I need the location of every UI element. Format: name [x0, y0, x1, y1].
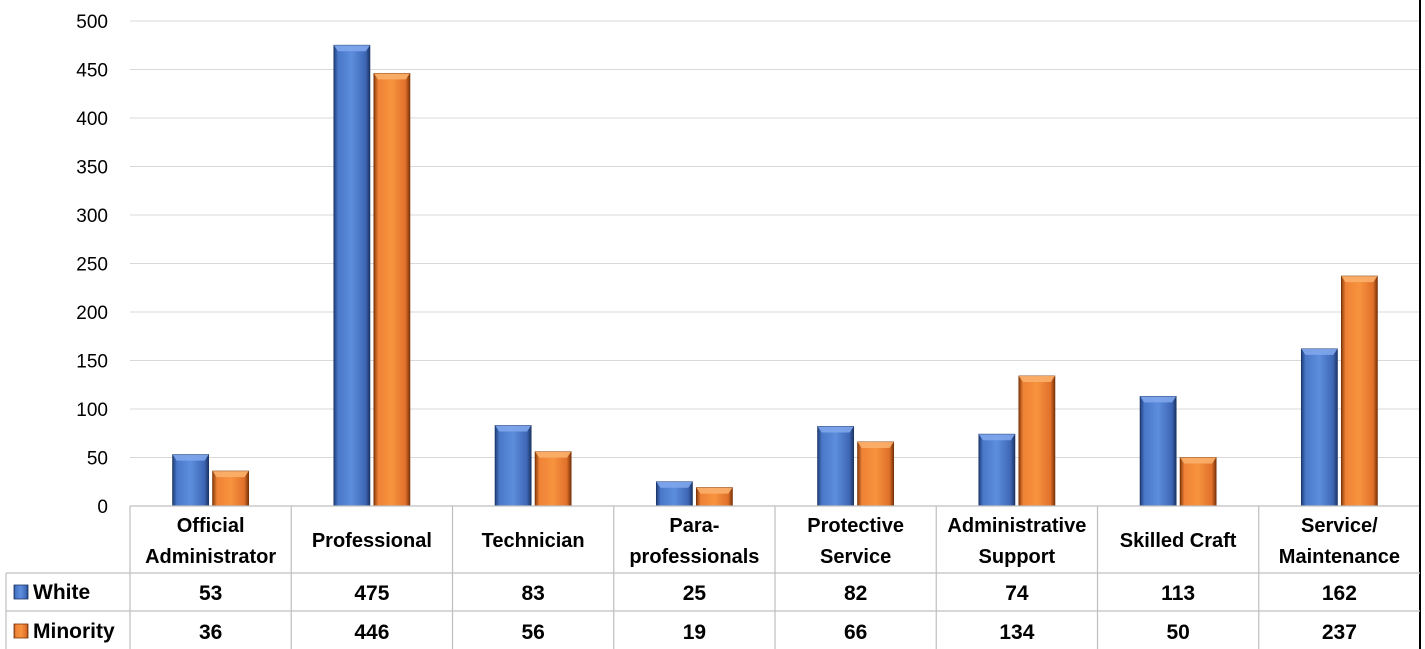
y-tick-label: 50: [87, 449, 108, 470]
bar-white: [494, 425, 532, 507]
bar-white: [172, 454, 210, 507]
bar-white: [333, 44, 371, 507]
table-cell-minority: 56: [521, 621, 544, 644]
table-cell-white: 475: [354, 582, 389, 605]
bar-minority: [1018, 375, 1056, 507]
bar-minority: [695, 487, 733, 507]
table-cell-minority: 237: [1322, 621, 1357, 644]
table-cell-minority: 66: [844, 621, 867, 644]
category-label: Para-professionals: [629, 515, 759, 568]
y-tick-label: 0: [97, 497, 108, 518]
table-cell-minority: 19: [683, 621, 706, 644]
y-tick-label: 400: [76, 109, 108, 130]
y-tick-label: 100: [76, 400, 108, 421]
legend-label: White: [33, 581, 90, 604]
bar-minority: [212, 470, 250, 507]
y-tick-label: 250: [76, 255, 108, 276]
y-tick-label: 150: [76, 352, 108, 373]
table-cell-white: 83: [521, 582, 544, 605]
table-cell-minority: 446: [354, 621, 389, 644]
category-label: Professional: [312, 530, 432, 552]
bar-white: [817, 426, 855, 507]
category-label: Protective Service: [807, 515, 904, 568]
legend-key-white: [13, 584, 29, 600]
data-table: Official Administrator Professional Technic…: [5, 0, 1421, 649]
bar-minority: [857, 441, 895, 507]
gridlines: [130, 20, 1420, 458]
table-cell-white: 82: [844, 582, 867, 605]
y-axis: 0 50 100 150 200 250 300 350 400 450 500: [76, 12, 108, 518]
y-tick-label: 300: [76, 206, 108, 227]
bar-white: [1300, 348, 1338, 507]
table-cell-white: 113: [1161, 582, 1195, 605]
y-tick-label: 350: [76, 158, 108, 179]
category-label: Administrative Support: [947, 515, 1086, 568]
table-cell-minority: 134: [999, 621, 1034, 644]
bar-minority: [1179, 457, 1217, 507]
bar-minority: [534, 451, 572, 507]
bars: [172, 44, 1378, 507]
bar-minority: [1340, 275, 1378, 507]
table-cell-white: 25: [683, 582, 707, 605]
legend-key-minority: [13, 623, 29, 639]
legend-label: Minority: [33, 620, 115, 643]
bar-white: [978, 433, 1016, 507]
category-label: Service/Maintenance: [1279, 515, 1400, 568]
bar-white: [1139, 395, 1177, 507]
category-label: Technician: [482, 530, 585, 552]
bar-minority: [373, 72, 411, 507]
bar-white: [655, 481, 693, 507]
table-cell-white: 162: [1322, 582, 1357, 605]
table-cell-minority: 36: [199, 621, 222, 644]
table-cell-white: 74: [1005, 582, 1029, 605]
table-cell-white: 53: [199, 582, 222, 605]
y-tick-label: 200: [76, 303, 108, 324]
table-cell-minority: 50: [1166, 621, 1189, 644]
y-tick-label: 500: [76, 12, 108, 33]
category-label: Skilled Craft: [1120, 530, 1237, 552]
category-label: Official Administrator: [145, 515, 276, 568]
y-tick-label: 450: [76, 61, 108, 82]
